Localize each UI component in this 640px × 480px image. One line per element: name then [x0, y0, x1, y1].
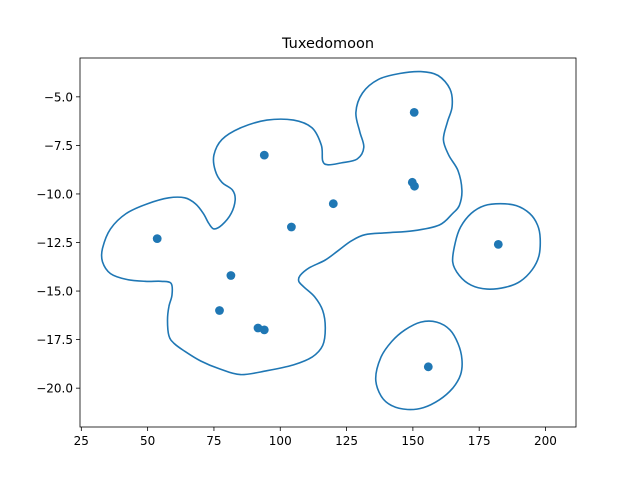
y-tick-label: −15.0	[36, 285, 73, 299]
x-tick-label: 150	[401, 434, 424, 448]
x-tick-label: 50	[140, 434, 155, 448]
scatter-point	[328, 199, 338, 209]
scatter-point	[259, 325, 269, 335]
x-tick-label: 200	[534, 434, 557, 448]
scatter-point	[215, 306, 224, 315]
scatter-point	[409, 108, 419, 117]
x-tick-label: 25	[74, 434, 89, 448]
y-tick-label: −10.0	[36, 187, 73, 201]
x-tick-label: 125	[335, 434, 358, 448]
contour-layer	[100, 70, 542, 411]
y-tick-label: −17.5	[36, 333, 73, 347]
point-layer	[152, 108, 503, 372]
y-tick-label: −12.5	[36, 236, 73, 250]
contour-line	[374, 320, 463, 411]
scatter-point	[423, 362, 433, 372]
scatter-point	[259, 150, 269, 160]
x-tick-label: 100	[269, 434, 292, 448]
scatter-point	[226, 271, 236, 280]
scatter-point	[152, 234, 162, 244]
contour-line	[451, 202, 542, 290]
x-axis: 25 50 75 100 125 150 175 200	[74, 427, 557, 448]
scatter-point	[410, 181, 419, 191]
chart-title: Tuxedomoon	[281, 36, 374, 52]
y-axis: −5.0 −7.5 −10.0 −12.5 −15.0 −17.5 −20.0	[36, 90, 80, 396]
y-tick-label: −20.0	[36, 382, 73, 396]
x-tick-label: 75	[206, 434, 221, 448]
contour-line	[100, 70, 463, 376]
y-tick-label: −5.0	[44, 90, 73, 104]
y-tick-label: −7.5	[44, 139, 73, 153]
scatter-point	[287, 222, 296, 232]
x-tick-label: 175	[468, 434, 491, 448]
scatter-point	[493, 240, 503, 249]
